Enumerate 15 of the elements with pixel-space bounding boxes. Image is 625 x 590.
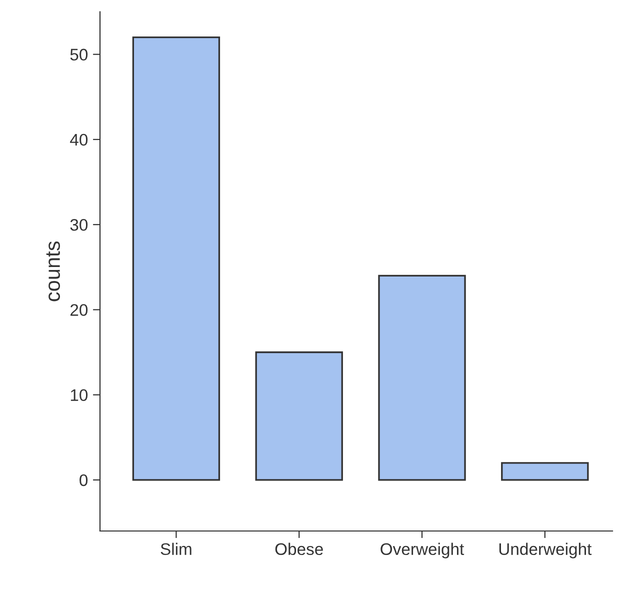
bar [378,274,466,481]
y-tick-label: 0 [80,474,88,486]
y-tick-label: 20 [70,304,88,316]
y-tick-label: 40 [70,134,88,146]
x-tick-label: Slim [160,542,192,556]
y-axis-title: counts [46,241,60,302]
y-tick-label: 30 [70,218,88,231]
bar [501,462,589,481]
y-tick-label: 50 [70,48,88,61]
bar [255,351,343,481]
x-tick-label: Underweight [499,542,592,558]
x-tick-label: Overweight [380,542,464,558]
bar [132,36,220,481]
x-tick-label: Obese [275,542,323,556]
y-tick-label: 10 [70,389,88,402]
